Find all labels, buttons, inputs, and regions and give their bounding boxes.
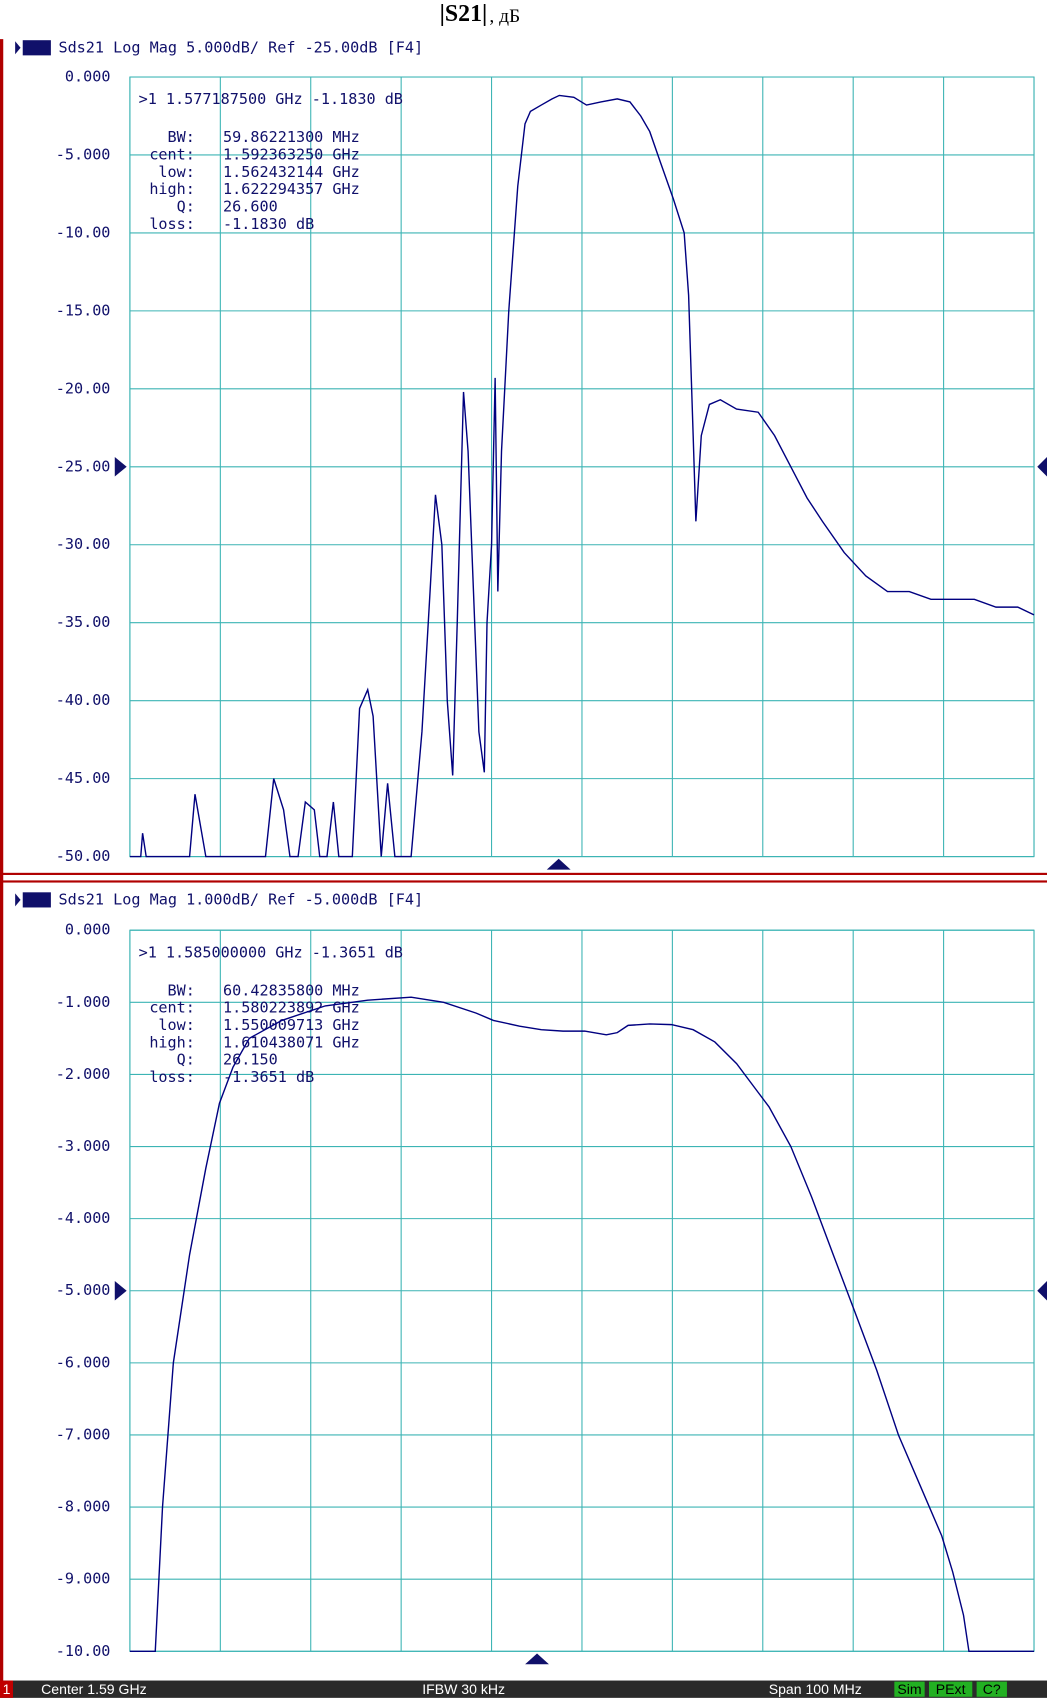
- stat-label: Q:: [177, 1051, 195, 1069]
- y-tick-label: -1.000: [56, 993, 111, 1011]
- y-tick-label: -15.00: [56, 301, 111, 319]
- ifbw: IFBW 30 kHz: [422, 1681, 505, 1697]
- trace: [129, 996, 1035, 1653]
- y-tick-label: -2.000: [56, 1065, 111, 1083]
- stat-label: high:: [149, 180, 195, 198]
- stat-value: 1.580223892 GHz: [223, 999, 360, 1017]
- stat-value: -1.1830 dB: [223, 215, 314, 233]
- active-arrow: [15, 893, 21, 907]
- channel: 1: [3, 1681, 11, 1697]
- divider: [0, 880, 1047, 883]
- y-tick-label: -8.000: [56, 1498, 111, 1516]
- status-bar: [0, 1680, 1047, 1698]
- stat-label: cent:: [149, 999, 195, 1017]
- y-tick-label: 0.000: [65, 68, 111, 86]
- stat-value: 1.610438071 GHz: [223, 1033, 360, 1051]
- stat-value: 1.622294357 GHz: [223, 180, 360, 198]
- marker-readout: >1 1.577187500 GHz -1.1830 dB: [139, 90, 403, 108]
- indicator: Sim: [897, 1681, 921, 1697]
- indicator: PExt: [936, 1681, 966, 1697]
- y-tick-label: -9.000: [56, 1570, 111, 1588]
- y-tick-label: -7.000: [56, 1425, 111, 1443]
- y-tick-label: -25.00: [56, 457, 111, 475]
- y-tick-label: -50.00: [56, 847, 111, 865]
- y-tick-label: -5.000: [56, 1281, 111, 1299]
- stat-label: low:: [158, 1016, 194, 1034]
- plot-frame: [129, 929, 1035, 1652]
- stat-value: 1.550009713 GHz: [223, 1016, 360, 1034]
- trace-label: Tr1: [23, 890, 50, 908]
- center: Center 1.59 GHz: [41, 1681, 147, 1697]
- ref-arrow: [114, 1281, 127, 1301]
- stat-value: 60.42835800 MHz: [223, 981, 360, 999]
- active-arrow: [15, 41, 21, 55]
- indicator: C?: [983, 1681, 1001, 1697]
- channel-box: [0, 1680, 13, 1698]
- y-tick-label: -4.000: [56, 1209, 111, 1227]
- title-symbol: |S21|: [440, 1, 488, 27]
- y-tick-label: -40.00: [56, 691, 111, 709]
- y-tick-label: -30.00: [56, 535, 111, 553]
- span: Span 100 MHz: [769, 1681, 862, 1697]
- ref-arrow: [1037, 457, 1047, 477]
- divider: [0, 872, 1047, 875]
- stat-value: 26.150: [223, 1051, 278, 1069]
- stat-value: 1.562432144 GHz: [223, 163, 360, 181]
- left-frame: [0, 39, 4, 1681]
- stat-label: BW:: [168, 981, 195, 999]
- y-tick-label: 0.000: [65, 921, 111, 939]
- y-tick-label: -20.00: [56, 379, 111, 397]
- stat-value: 26.600: [223, 197, 278, 215]
- y-tick-label: -6.000: [56, 1353, 111, 1371]
- trace: [129, 94, 1035, 858]
- stat-label: cent:: [149, 145, 195, 163]
- stat-value: 1.592363250 GHz: [223, 145, 360, 163]
- y-tick-label: -3.000: [56, 1137, 111, 1155]
- indicator-box: [928, 1681, 973, 1697]
- y-tick-label: -35.00: [56, 613, 111, 631]
- stat-label: low:: [158, 163, 194, 181]
- y-tick-label: -10.00: [56, 223, 111, 241]
- indicator-box: [976, 1681, 1007, 1697]
- stat-label: loss:: [149, 1068, 195, 1086]
- trace-box: [22, 892, 51, 908]
- stat-value: 59.86221300 MHz: [223, 128, 360, 146]
- trace-box: [22, 40, 51, 56]
- stat-label: BW:: [168, 128, 195, 146]
- title-unit: , дБ: [489, 6, 520, 27]
- chart-header: Sds21 Log Mag 5.000dB/ Ref -25.00dB [F4]: [58, 38, 423, 56]
- stat-value: -1.3651 dB: [223, 1068, 314, 1086]
- plot-frame: [129, 76, 1035, 858]
- stat-label: high:: [149, 1033, 195, 1051]
- stimulus-marker: [546, 858, 571, 870]
- ref-arrow: [114, 457, 127, 477]
- ref-arrow: [1037, 1281, 1047, 1301]
- y-tick-label: -5.000: [56, 145, 111, 163]
- marker-readout: >1 1.585000000 GHz -1.3651 dB: [139, 943, 403, 961]
- stat-label: Q:: [177, 197, 195, 215]
- stat-label: loss:: [149, 215, 195, 233]
- y-tick-label: -45.00: [56, 769, 111, 787]
- chart-header: Sds21 Log Mag 1.000dB/ Ref -5.000dB [F4]: [58, 890, 423, 908]
- y-tick-label: -10.00: [56, 1642, 111, 1660]
- trace-label: Tr1: [23, 38, 50, 56]
- stimulus-marker: [525, 1653, 549, 1665]
- indicator-box: [894, 1681, 925, 1697]
